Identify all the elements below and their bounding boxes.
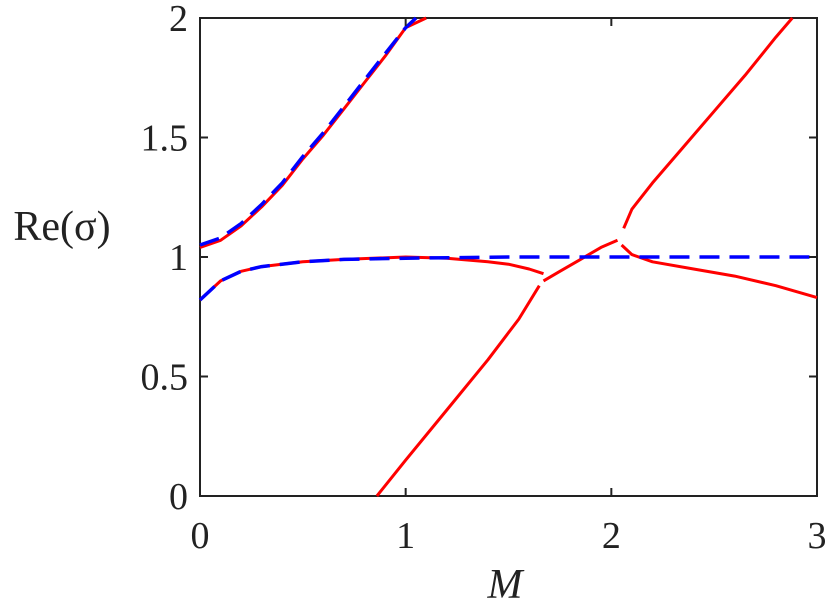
- solid-red-curve: [542, 238, 619, 283]
- solid-red-curve: [622, 17, 794, 229]
- x-tick-label: 3: [808, 515, 827, 557]
- y-axis-label: Re(σ): [13, 204, 110, 250]
- y-tick-label: 1.5: [141, 118, 189, 160]
- y-tick-label: 1: [169, 237, 188, 279]
- y-tick-label: 0: [169, 476, 188, 518]
- dashed-blue-curve: [199, 16, 418, 247]
- y-tick-label: 0.5: [141, 357, 189, 399]
- curves: [198, 16, 818, 497]
- solid-red-curve: [375, 284, 541, 497]
- dashed-blue-curve: [198, 255, 817, 302]
- y-tick-label: 2: [169, 0, 188, 40]
- x-tick-label: 0: [191, 515, 210, 557]
- x-axis-label: M: [487, 562, 525, 607]
- x-ticks: 0 1 2 3: [191, 18, 827, 557]
- x-tick-label: 1: [396, 515, 415, 557]
- x-tick-label: 2: [602, 515, 621, 557]
- solid-red-curve: [620, 243, 818, 300]
- y-ticks: 0 0.5 1 1.5 2: [141, 0, 817, 518]
